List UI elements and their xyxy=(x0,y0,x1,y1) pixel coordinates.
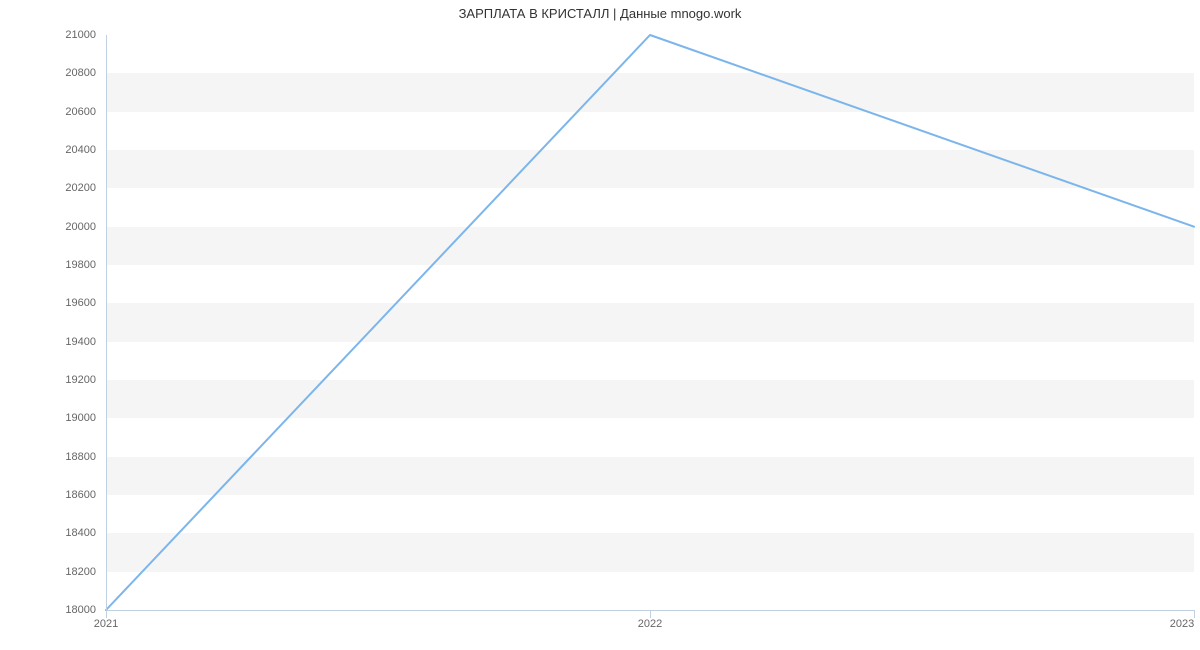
y-axis-line xyxy=(106,35,107,610)
y-tick-label: 18600 xyxy=(56,489,96,501)
y-tick-label: 20000 xyxy=(56,221,96,233)
y-tick-label: 18400 xyxy=(56,527,96,539)
y-tick-label: 19600 xyxy=(56,297,96,309)
y-tick-label: 19400 xyxy=(56,336,96,348)
x-tick-mark xyxy=(650,610,651,618)
y-tick-label: 18000 xyxy=(56,604,96,616)
series-line xyxy=(106,35,1194,610)
salary-line-chart: ЗАРПЛАТА В КРИСТАЛЛ | Данные mnogo.work … xyxy=(0,0,1200,650)
y-tick-label: 20800 xyxy=(56,67,96,79)
y-tick-label: 19200 xyxy=(56,374,96,386)
y-tick-label: 18800 xyxy=(56,451,96,463)
y-tick-label: 21000 xyxy=(56,29,96,41)
x-tick-label: 2023 xyxy=(1170,618,1194,630)
x-tick-mark xyxy=(106,610,107,618)
y-tick-label: 19000 xyxy=(56,412,96,424)
y-tick-label: 19800 xyxy=(56,259,96,271)
x-tick-mark xyxy=(1194,610,1195,618)
chart-title: ЗАРПЛАТА В КРИСТАЛЛ | Данные mnogo.work xyxy=(0,6,1200,21)
plot-area xyxy=(106,35,1194,610)
y-tick-label: 20200 xyxy=(56,182,96,194)
x-tick-label: 2021 xyxy=(94,618,118,630)
y-tick-label: 20400 xyxy=(56,144,96,156)
x-tick-label: 2022 xyxy=(638,618,662,630)
y-tick-label: 20600 xyxy=(56,106,96,118)
chart-series xyxy=(106,35,1194,610)
y-tick-label: 18200 xyxy=(56,566,96,578)
